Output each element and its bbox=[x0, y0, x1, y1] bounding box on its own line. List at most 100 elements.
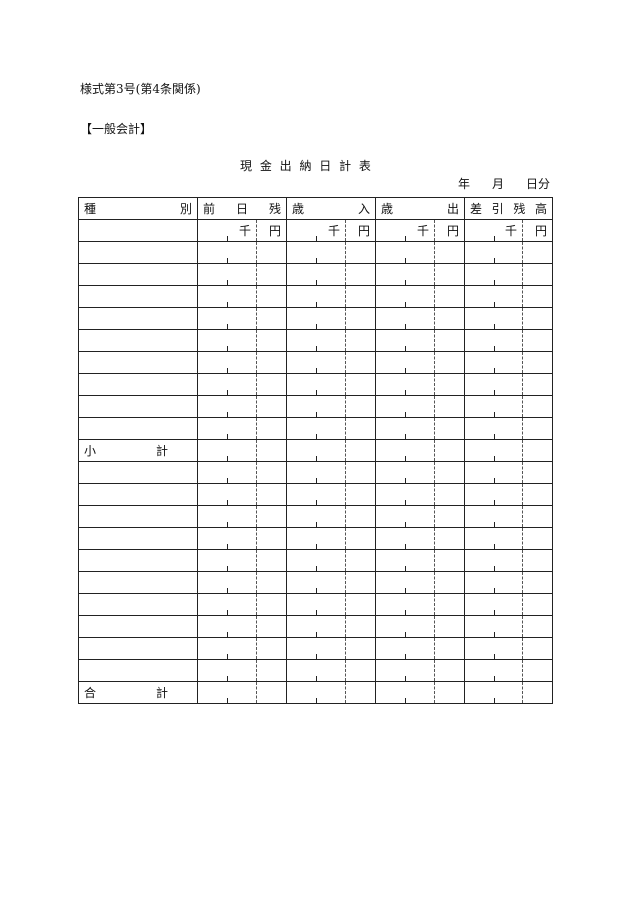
thousand-cell[interactable] bbox=[464, 527, 523, 550]
yen-cell[interactable] bbox=[522, 637, 553, 660]
thousand-cell[interactable] bbox=[375, 373, 435, 396]
thousand-cell[interactable] bbox=[286, 593, 346, 616]
thousand-cell[interactable] bbox=[375, 549, 435, 572]
thousand-cell[interactable] bbox=[197, 527, 257, 550]
thousand-cell[interactable] bbox=[197, 329, 257, 352]
category-cell[interactable] bbox=[78, 483, 198, 506]
thousand-cell[interactable] bbox=[375, 659, 435, 682]
thousand-cell[interactable] bbox=[464, 395, 523, 418]
category-cell[interactable] bbox=[78, 351, 198, 374]
thousand-cell[interactable] bbox=[464, 307, 523, 330]
thousand-cell[interactable] bbox=[197, 307, 257, 330]
category-cell[interactable] bbox=[78, 505, 198, 528]
thousand-cell[interactable] bbox=[375, 439, 435, 462]
thousand-cell[interactable] bbox=[197, 395, 257, 418]
thousand-cell[interactable] bbox=[375, 307, 435, 330]
category-cell[interactable] bbox=[78, 329, 198, 352]
yen-cell[interactable] bbox=[256, 527, 287, 550]
thousand-cell[interactable] bbox=[464, 505, 523, 528]
yen-cell[interactable] bbox=[522, 483, 553, 506]
yen-cell[interactable] bbox=[256, 461, 287, 484]
thousand-cell[interactable] bbox=[286, 681, 346, 704]
thousand-cell[interactable] bbox=[197, 417, 257, 440]
thousand-cell[interactable] bbox=[464, 439, 523, 462]
yen-cell[interactable] bbox=[345, 263, 376, 286]
yen-cell[interactable] bbox=[522, 285, 553, 308]
thousand-cell[interactable] bbox=[286, 659, 346, 682]
thousand-cell[interactable] bbox=[286, 637, 346, 660]
yen-cell[interactable] bbox=[434, 483, 465, 506]
thousand-cell[interactable]: 千 bbox=[286, 219, 346, 242]
thousand-cell[interactable] bbox=[464, 329, 523, 352]
yen-cell[interactable] bbox=[256, 263, 287, 286]
yen-cell[interactable] bbox=[434, 505, 465, 528]
category-cell[interactable] bbox=[78, 549, 198, 572]
thousand-cell[interactable] bbox=[197, 593, 257, 616]
thousand-cell[interactable] bbox=[375, 351, 435, 374]
yen-cell[interactable] bbox=[522, 417, 553, 440]
yen-cell[interactable] bbox=[434, 241, 465, 264]
thousand-cell[interactable] bbox=[197, 439, 257, 462]
thousand-cell[interactable] bbox=[197, 505, 257, 528]
thousand-cell[interactable] bbox=[464, 483, 523, 506]
yen-cell[interactable] bbox=[256, 285, 287, 308]
yen-cell[interactable] bbox=[345, 395, 376, 418]
thousand-cell[interactable] bbox=[464, 593, 523, 616]
thousand-cell[interactable] bbox=[286, 461, 346, 484]
yen-cell[interactable] bbox=[256, 593, 287, 616]
yen-cell[interactable]: 円 bbox=[345, 219, 376, 242]
yen-cell[interactable] bbox=[345, 417, 376, 440]
yen-cell[interactable] bbox=[522, 373, 553, 396]
yen-cell[interactable]: 円 bbox=[256, 219, 287, 242]
thousand-cell[interactable] bbox=[464, 549, 523, 572]
category-cell[interactable] bbox=[78, 219, 198, 242]
thousand-cell[interactable] bbox=[464, 681, 523, 704]
yen-cell[interactable] bbox=[434, 351, 465, 374]
thousand-cell[interactable] bbox=[464, 659, 523, 682]
thousand-cell[interactable] bbox=[286, 241, 346, 264]
thousand-cell[interactable] bbox=[375, 461, 435, 484]
thousand-cell[interactable] bbox=[197, 571, 257, 594]
yen-cell[interactable] bbox=[345, 351, 376, 374]
yen-cell[interactable] bbox=[522, 593, 553, 616]
yen-cell[interactable] bbox=[256, 395, 287, 418]
thousand-cell[interactable] bbox=[286, 549, 346, 572]
thousand-cell[interactable] bbox=[197, 681, 257, 704]
yen-cell[interactable] bbox=[522, 241, 553, 264]
category-cell[interactable] bbox=[78, 527, 198, 550]
yen-cell[interactable] bbox=[522, 615, 553, 638]
category-cell[interactable] bbox=[78, 285, 198, 308]
yen-cell[interactable] bbox=[434, 285, 465, 308]
yen-cell[interactable] bbox=[256, 351, 287, 374]
yen-cell[interactable] bbox=[345, 329, 376, 352]
yen-cell[interactable] bbox=[434, 659, 465, 682]
thousand-cell[interactable] bbox=[375, 593, 435, 616]
yen-cell[interactable] bbox=[434, 307, 465, 330]
category-cell[interactable] bbox=[78, 373, 198, 396]
thousand-cell[interactable] bbox=[197, 483, 257, 506]
thousand-cell[interactable] bbox=[197, 461, 257, 484]
thousand-cell[interactable] bbox=[197, 373, 257, 396]
yen-cell[interactable] bbox=[345, 659, 376, 682]
thousand-cell[interactable] bbox=[286, 483, 346, 506]
yen-cell[interactable] bbox=[434, 549, 465, 572]
yen-cell[interactable] bbox=[522, 351, 553, 374]
yen-cell[interactable] bbox=[522, 681, 553, 704]
yen-cell[interactable] bbox=[522, 307, 553, 330]
category-cell[interactable] bbox=[78, 571, 198, 594]
thousand-cell[interactable] bbox=[375, 417, 435, 440]
thousand-cell[interactable]: 千 bbox=[464, 219, 523, 242]
thousand-cell[interactable] bbox=[375, 395, 435, 418]
yen-cell[interactable]: 円 bbox=[434, 219, 465, 242]
yen-cell[interactable] bbox=[434, 329, 465, 352]
yen-cell[interactable] bbox=[522, 461, 553, 484]
category-cell[interactable] bbox=[78, 615, 198, 638]
yen-cell[interactable] bbox=[434, 417, 465, 440]
thousand-cell[interactable] bbox=[197, 615, 257, 638]
thousand-cell[interactable] bbox=[197, 263, 257, 286]
yen-cell[interactable] bbox=[256, 241, 287, 264]
thousand-cell[interactable] bbox=[375, 615, 435, 638]
category-cell[interactable]: 合 計 bbox=[78, 681, 198, 704]
yen-cell[interactable] bbox=[434, 571, 465, 594]
yen-cell[interactable] bbox=[522, 659, 553, 682]
